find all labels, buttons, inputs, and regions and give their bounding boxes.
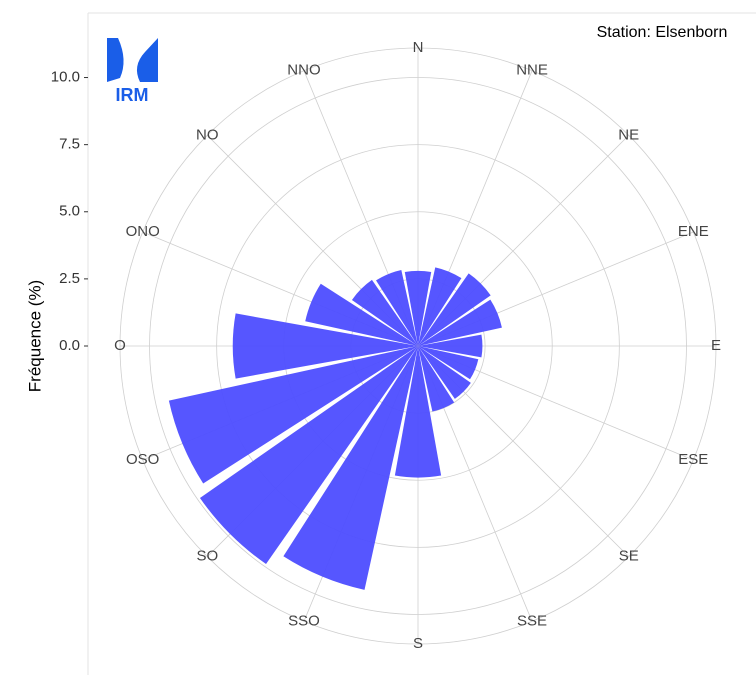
bar (168, 346, 418, 484)
direction-label: NNE (516, 62, 548, 79)
bar (404, 270, 432, 346)
bar (199, 346, 418, 565)
logo-shape (136, 38, 158, 82)
bar (418, 346, 471, 399)
y-tick-label: 10.0 (51, 69, 80, 86)
direction-label: SO (196, 548, 218, 565)
direction-label: NNO (287, 62, 320, 79)
direction-label: SE (619, 548, 639, 565)
bar (418, 334, 483, 358)
bar (418, 267, 462, 346)
bar (283, 346, 418, 590)
bar (394, 346, 442, 478)
direction-label: OSO (126, 451, 159, 468)
bar (351, 279, 418, 346)
direction-label: NE (618, 126, 639, 143)
bar (305, 283, 418, 346)
bar (376, 269, 418, 346)
bar (418, 273, 491, 346)
direction-label: ENE (678, 223, 709, 240)
y-tick-label: 2.5 (59, 270, 80, 287)
logo: IRM (107, 38, 158, 105)
bar (232, 313, 418, 379)
bar (418, 346, 479, 380)
direction-label: ESE (678, 451, 708, 468)
y-axis-title: Fréquence (%) (25, 280, 44, 392)
direction-label: O (114, 337, 126, 354)
station-label: Station: Elsenborn (597, 24, 728, 41)
direction-label: S (413, 635, 423, 652)
y-tick-label: 7.5 (59, 136, 80, 153)
direction-label: SSO (288, 612, 320, 629)
logo-text: IRM (116, 85, 149, 105)
direction-label: N (413, 39, 424, 56)
bar (418, 299, 502, 346)
direction-label: NO (196, 126, 219, 143)
direction-label: SSE (517, 612, 547, 629)
y-tick-label: 0.0 (59, 337, 80, 354)
direction-label: E (711, 337, 721, 354)
bar (418, 346, 455, 412)
y-tick-label: 5.0 (59, 203, 80, 220)
direction-label: ONO (126, 223, 160, 240)
logo-shape (107, 38, 124, 82)
